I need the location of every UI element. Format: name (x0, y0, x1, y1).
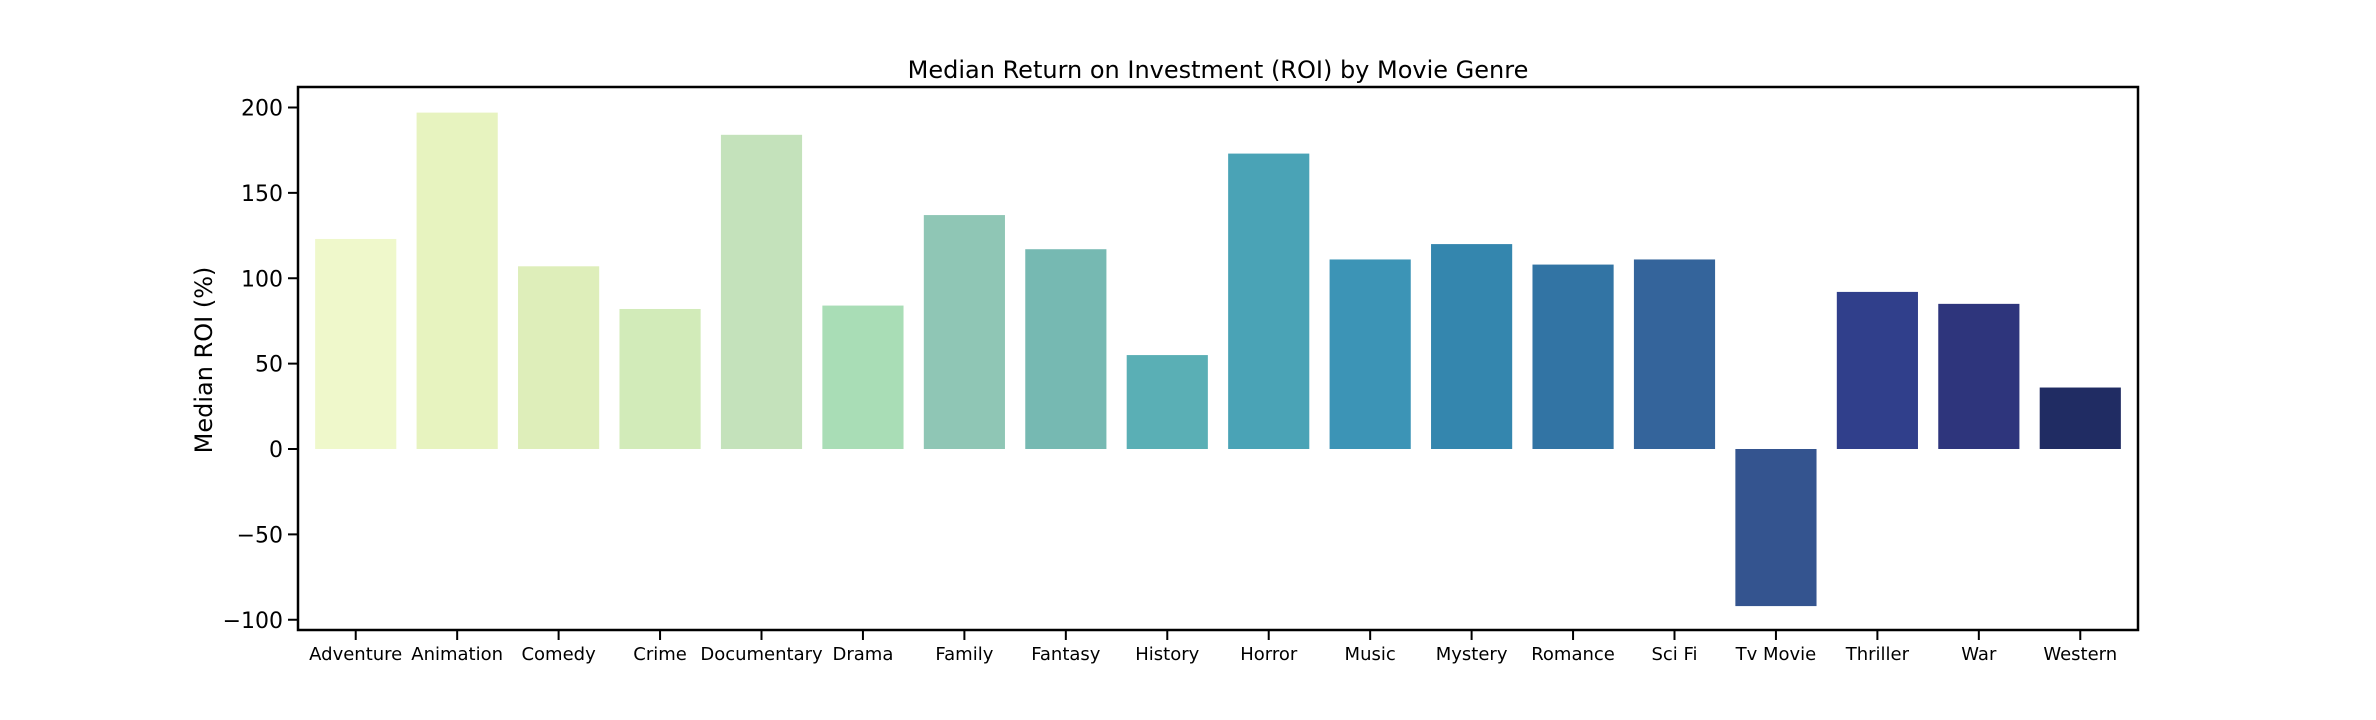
y-tick-label: 200 (241, 96, 283, 121)
x-tick-label: Tv Movie (1735, 644, 1817, 665)
bar-thriller (1836, 291, 1918, 449)
bar-horror (1228, 153, 1310, 449)
bar-fantasy (1025, 249, 1107, 449)
x-tick-label: Romance (1531, 644, 1615, 665)
bar-family (923, 215, 1005, 449)
bar-history (1126, 355, 1208, 449)
bar-war (1938, 303, 2020, 449)
y-axis-label: Median ROI (%) (190, 267, 218, 454)
x-tick-label: Family (935, 644, 993, 665)
x-tick-label: Western (2043, 644, 2117, 665)
x-tick-label: Thriller (1845, 644, 1910, 665)
plot-frame (296, 85, 2140, 632)
x-tick-label: Adventure (309, 644, 402, 665)
x-tick-label: Mystery (1436, 644, 1508, 665)
bar-animation (416, 112, 498, 450)
x-tick-label: Music (1345, 644, 1396, 665)
x-tick-label: History (1135, 644, 1199, 665)
bars-layer (315, 112, 2121, 607)
bar-western (2039, 387, 2121, 449)
x-tick-label: Sci Fi (1651, 644, 1697, 665)
bar-adventure (315, 238, 397, 449)
x-tick-label: Crime (633, 644, 687, 665)
x-tick-label: Comedy (521, 644, 596, 665)
y-tick-label: 50 (255, 353, 283, 378)
x-tick-label: Animation (411, 644, 503, 665)
bar-drama (822, 305, 904, 449)
bar-mystery (1431, 244, 1513, 449)
y-tick-label: −100 (223, 609, 283, 634)
chart-title: Median Return on Investment (ROI) by Mov… (908, 56, 1529, 84)
y-tick-label: 100 (241, 267, 283, 292)
y-tick-label: 0 (269, 438, 283, 463)
bar-comedy (518, 266, 600, 449)
bar-romance (1532, 264, 1614, 449)
x-tick-label: Horror (1240, 644, 1298, 665)
x-tick-label: War (1961, 644, 1997, 665)
x-tick-label: Drama (833, 644, 894, 665)
bar-documentary (720, 134, 803, 449)
x-tick-label: Fantasy (1031, 644, 1101, 665)
y-tick-label: 150 (241, 182, 283, 207)
bar-crime (619, 308, 701, 449)
bar-tv-movie (1735, 449, 1817, 607)
x-axis: Adventure Animation Comedy Crime Documentary… (309, 630, 2117, 665)
y-tick-label: −50 (237, 523, 283, 548)
y-axis: 200 150 100 50 0 −50 −100 (223, 96, 298, 634)
bar-sci-fi (1633, 259, 1716, 449)
x-tick-label: Documentary (700, 644, 823, 665)
bar-music (1329, 259, 1411, 449)
